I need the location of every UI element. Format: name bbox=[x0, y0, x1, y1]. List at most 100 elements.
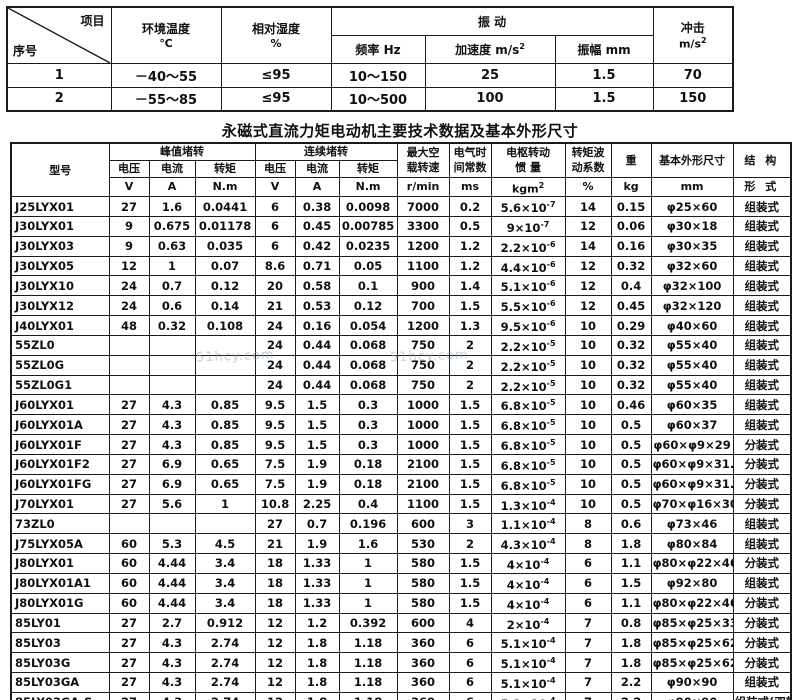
spec-cell-peak-torque: 3.4 bbox=[194, 592, 256, 614]
spec-cell-weight: 0.45 bbox=[610, 295, 652, 317]
spec-table-row: 55ZL0G 24 0.44 0.068 750 2 2.2×10-5 10 0.32 φ55×4… bbox=[10, 354, 792, 376]
spec-cell-model: 85LY01 bbox=[10, 612, 110, 634]
spec-cell-max-speed: 580 bbox=[396, 572, 450, 594]
spec-cell-cont-voltage: 6 bbox=[254, 235, 296, 257]
spec-header-peak-voltage: 电压 bbox=[108, 159, 150, 178]
spec-cell-peak-voltage: 27 bbox=[108, 394, 150, 416]
spec-cell-structure: 分装式 bbox=[732, 652, 792, 674]
spec-cell-cont-voltage: 12 bbox=[254, 612, 296, 634]
spec-cell-dimension: φ85×φ25×62 bbox=[650, 632, 734, 654]
spec-cell-structure: 组装式 bbox=[732, 255, 792, 277]
spec-cell-cont-current: 1.5 bbox=[294, 434, 340, 455]
spec-cell-cont-current: 1.8 bbox=[294, 632, 340, 654]
spec-table-row: 85LY03GA-S274.32.74121.81.1836065.1×10-4… bbox=[10, 691, 792, 700]
spec-cell-weight: 0.32 bbox=[610, 255, 652, 277]
spec-table-row: 85LY03G 27 4.3 2.74 12 1.8 1.18 360 6 5.1×10-4 7 1.… bbox=[10, 652, 792, 674]
spec-cell-model: 85LY03 bbox=[10, 632, 110, 654]
spec-cell-peak-current bbox=[148, 513, 196, 535]
spec-cell-inertia: 5.5×10-6 bbox=[490, 295, 566, 317]
spec-cell-time-constant: 1.5 bbox=[448, 493, 492, 515]
spec-cell-peak-voltage: 27 bbox=[108, 612, 150, 634]
spec-cell-weight: 0.46 bbox=[610, 394, 652, 416]
spec-cell-time-constant: 0.2 bbox=[448, 196, 492, 217]
spec-cell-peak-current: 0.32 bbox=[148, 315, 196, 336]
spec-cell-structure: 分装式 bbox=[732, 453, 792, 475]
spec-cell-torque-ripple: 7 bbox=[564, 632, 612, 654]
spec-cell-peak-torque: 2.74 bbox=[194, 672, 256, 693]
spec-cell-inertia: 9×10-7 bbox=[490, 215, 566, 237]
spec-cell-cont-voltage: 24 bbox=[254, 374, 296, 396]
spec-cell-cont-voltage: 12 bbox=[254, 632, 296, 654]
spec-cell-time-constant: 1.3 bbox=[448, 315, 492, 336]
spec-cell-structure: 组装式 bbox=[732, 315, 792, 336]
spec-cell-peak-current: 4.3 bbox=[148, 394, 196, 416]
spec-cell-peak-current: 1 bbox=[148, 255, 196, 277]
spec-cell-weight: 0.32 bbox=[610, 334, 652, 356]
spec-cell-dimension: φ80×φ22×46 bbox=[650, 553, 734, 574]
spec-cell-structure: 组装式 bbox=[732, 414, 792, 436]
spec-cell-cont-torque: 0.05 bbox=[338, 255, 398, 277]
env-header-shock-unit: m/s2 bbox=[678, 36, 707, 52]
spec-cell-peak-torque: 0.07 bbox=[194, 255, 256, 277]
spec-header-continuous-stall-group: 连续堵转 bbox=[254, 142, 398, 161]
spec-table-row: 55ZL0 24 0.44 0.068 750 2 2.2×10-5 10 0.32 φ55×40… bbox=[10, 334, 792, 356]
spec-cell-peak-torque bbox=[194, 374, 256, 396]
spec-cell-peak-torque: 0.65 bbox=[194, 453, 256, 475]
spec-cell-cont-voltage: 20 bbox=[254, 275, 296, 297]
spec-cell-cont-torque: 0.0235 bbox=[338, 235, 398, 257]
spec-cell-inertia: 5.1×10-4 bbox=[490, 691, 566, 700]
spec-cell-time-constant: 1.5 bbox=[448, 592, 492, 614]
spec-cell-peak-torque: 3.4 bbox=[194, 553, 256, 574]
env-row-no: 2 bbox=[6, 86, 112, 112]
spec-cell-torque-ripple: 10 bbox=[564, 374, 612, 396]
spec-cell-weight: 0.5 bbox=[610, 434, 652, 455]
spec-cell-inertia: 2.2×10-6 bbox=[490, 235, 566, 257]
spec-table-row: J60LYX01 27 4.3 0.85 9.5 1.5 0.3 1000 1.5 6.8×10-… bbox=[10, 394, 792, 416]
spec-cell-cont-current: 1.2 bbox=[294, 612, 340, 634]
spec-cell-model: J30LYX12 bbox=[10, 295, 110, 317]
spec-cell-peak-torque: 1 bbox=[194, 493, 256, 515]
env-row-temperature: －40～55 bbox=[110, 62, 222, 88]
spec-cell-structure: 分装式 bbox=[732, 553, 792, 574]
spec-cell-torque-ripple: 6 bbox=[564, 592, 612, 614]
spec-cell-max-speed: 580 bbox=[396, 592, 450, 614]
spec-cell-time-constant: 6 bbox=[448, 652, 492, 674]
spec-cell-model: J80LYX01A1 bbox=[10, 572, 110, 594]
spec-table-row: J70LYX01 27 5.6 1 10.8 2.25 0.4 1100 1.5 1.3×10-4… bbox=[10, 493, 792, 515]
spec-cell-structure: 分装式 bbox=[732, 612, 792, 634]
spec-cell-model: 55ZL0 bbox=[10, 334, 110, 356]
spec-table-row: J30LYX01 9 0.675 0.01178 6 0.45 0.00785 3300 0.5… bbox=[10, 215, 792, 237]
spec-cell-peak-current: 1.6 bbox=[148, 196, 196, 217]
spec-cell-cont-voltage: 12 bbox=[254, 672, 296, 693]
spec-cell-cont-torque: 0.18 bbox=[338, 473, 398, 495]
spec-cell-max-speed: 360 bbox=[396, 672, 450, 693]
spec-cell-cont-torque: 0.0098 bbox=[338, 196, 398, 217]
spec-cell-structure: 组装式 bbox=[732, 572, 792, 594]
spec-cell-time-constant: 6 bbox=[448, 672, 492, 693]
spec-cell-cont-voltage: 8.6 bbox=[254, 255, 296, 277]
spec-cell-structure: 分装式 bbox=[732, 493, 792, 515]
spec-cell-weight: 0.5 bbox=[610, 493, 652, 515]
spec-cell-peak-current bbox=[148, 334, 196, 356]
spec-cell-model: J75LYX05A bbox=[10, 533, 110, 555]
spec-cell-max-speed: 360 bbox=[396, 652, 450, 674]
spec-cell-structure: 组装式 bbox=[732, 374, 792, 396]
spec-cell-model: J80LYX01 bbox=[10, 553, 110, 574]
spec-cell-inertia: 4×10-4 bbox=[490, 592, 566, 614]
spec-cell-peak-torque bbox=[194, 513, 256, 535]
spec-cell-cont-current: 1.9 bbox=[294, 533, 340, 555]
spec-cell-cont-current: 0.7 bbox=[294, 513, 340, 535]
spec-cell-inertia: 5.1×10-6 bbox=[490, 275, 566, 297]
spec-cell-model: J60LYX01 bbox=[10, 394, 110, 416]
spec-cell-peak-torque bbox=[194, 334, 256, 356]
spec-cell-cont-voltage: 18 bbox=[254, 592, 296, 614]
spec-cell-cont-torque: 0.4 bbox=[338, 493, 398, 515]
spec-unit-dimension: mm bbox=[650, 176, 734, 198]
spec-cell-time-constant: 1.2 bbox=[448, 255, 492, 277]
spec-table-row: J60LYX01F2 27 6.9 0.65 7.5 1.9 0.18 2100 1.5 6.8×… bbox=[10, 453, 792, 475]
spec-unit-cont-current: A bbox=[294, 176, 340, 198]
env-header-acceleration: 加速度 m/s2 bbox=[424, 34, 556, 64]
spec-cell-torque-ripple: 10 bbox=[564, 493, 612, 515]
spec-cell-peak-current: 0.7 bbox=[148, 275, 196, 297]
spec-cell-weight: 0.5 bbox=[610, 414, 652, 436]
